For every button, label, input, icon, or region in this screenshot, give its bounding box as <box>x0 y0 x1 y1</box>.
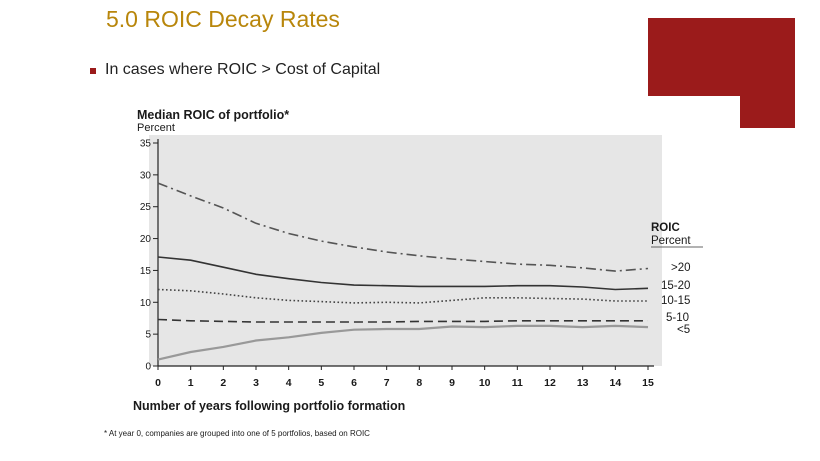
x-tick-label: 15 <box>642 377 654 389</box>
series-line-1 <box>157 256 649 291</box>
series-line-4 <box>157 324 649 361</box>
series-line-2 <box>157 288 648 304</box>
y-tick-label: 15 <box>140 266 152 277</box>
x-tick-label: 0 <box>155 377 161 389</box>
chart-footnote: * At year 0, companies are grouped into … <box>104 429 370 438</box>
x-tick-label: 10 <box>479 377 491 389</box>
x-tick-label: 14 <box>609 377 621 389</box>
x-tick-label: 6 <box>351 377 357 389</box>
series-lines <box>157 182 649 361</box>
legend-label: >20 <box>671 262 691 274</box>
y-tick-label: 35 <box>140 139 152 150</box>
x-tick-label: 2 <box>220 377 226 389</box>
legend-subtitle: Percent <box>651 235 691 247</box>
x-tick-label: 7 <box>384 377 390 389</box>
x-tick-label: 11 <box>512 377 523 389</box>
x-tick-label: 5 <box>318 377 324 389</box>
y-tick-label: 10 <box>140 298 152 309</box>
chart-title: Median ROIC of portfolio* <box>137 108 289 122</box>
x-tick-label: 3 <box>253 377 259 389</box>
y-tick-label: 25 <box>140 202 152 213</box>
plot-background <box>149 135 662 366</box>
legend: >20 15-20 10-15 5-10<5 <box>661 262 691 336</box>
legend-title: ROIC <box>651 222 680 234</box>
legend-label: 5-10 <box>666 312 689 324</box>
x-tick-label: 1 <box>188 377 194 389</box>
y-tick-label: 5 <box>145 330 151 341</box>
x-tick-label: 4 <box>286 377 292 389</box>
legend-label: 10-15 <box>661 295 690 307</box>
bullet-text: In cases where ROIC > Cost of Capital <box>105 61 381 78</box>
bullet-square-icon <box>90 67 96 74</box>
y-axis-label: Percent <box>137 122 175 134</box>
y-tick-label: 30 <box>140 170 152 181</box>
bullet-item: In cases where ROIC > Cost of Capital <box>90 61 380 79</box>
x-tick-label: 8 <box>416 377 422 389</box>
legend-label: <5 <box>677 324 690 336</box>
slide-title: 5.0 ROIC Decay Rates <box>106 6 340 32</box>
y-tick-label: 20 <box>140 234 152 245</box>
x-axis-label: Number of years following portfolio form… <box>133 399 405 413</box>
y-tick-label: 0 <box>145 362 151 373</box>
x-tick-label: 9 <box>449 377 455 389</box>
x-tick-label: 12 <box>544 377 556 389</box>
series-line-3 <box>157 318 648 323</box>
x-tick-label: 13 <box>577 377 589 389</box>
series-line-0 <box>157 182 649 272</box>
accent-block <box>648 18 795 128</box>
legend-label: 15-20 <box>661 280 690 292</box>
